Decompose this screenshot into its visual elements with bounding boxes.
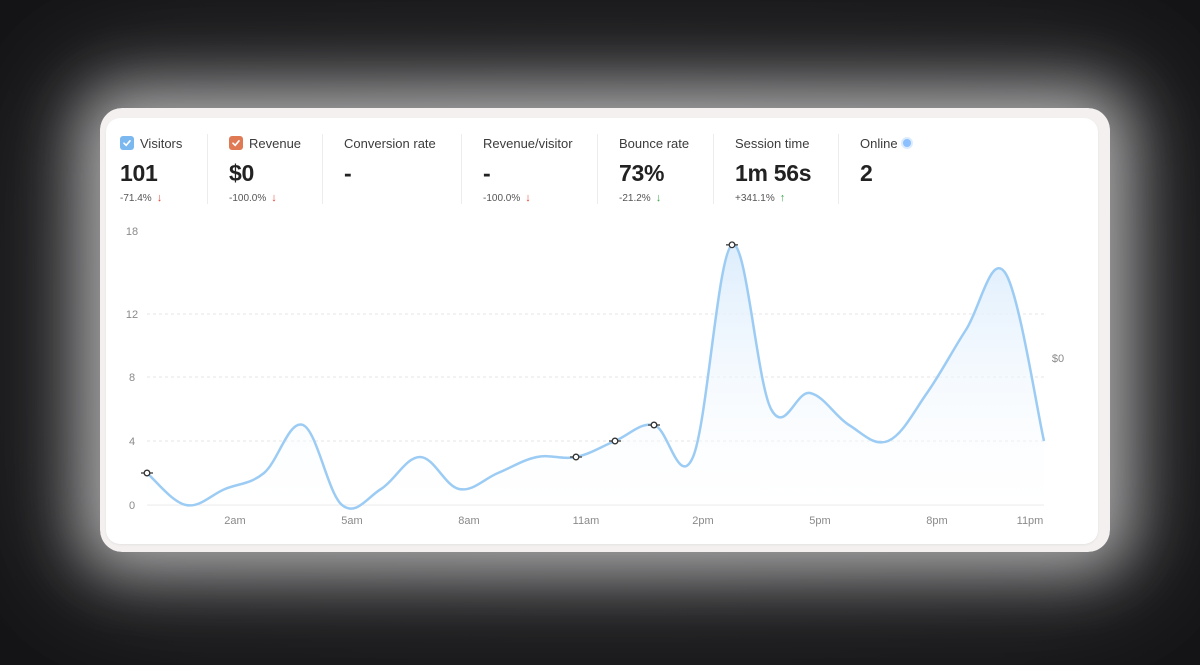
data-point-marker: [728, 241, 736, 249]
stat-change: -21.2%: [619, 192, 651, 204]
x-tick-label: 2am: [224, 515, 245, 527]
stat-label: Visitors: [140, 135, 183, 151]
x-tick-label: 8pm: [926, 515, 947, 527]
x-tick-label: 5pm: [809, 515, 830, 527]
checkbox-icon[interactable]: [120, 136, 134, 150]
stat-conversion-rate[interactable]: Conversion rate -: [344, 134, 436, 206]
stat-label: Bounce rate: [619, 135, 690, 151]
stat-label: Session time: [735, 135, 810, 151]
stat-label: Revenue: [249, 135, 302, 151]
arrow-down-icon: ↓: [156, 192, 163, 204]
stat-value: 2: [860, 160, 873, 186]
divider: [838, 134, 839, 204]
x-tick-label: 8am: [458, 515, 479, 527]
analytics-card: Visitors 101 -71.4% ↓ Revenue $0 -100.0% ↓…: [106, 118, 1098, 544]
stat-change: +341.1%: [735, 192, 775, 204]
stat-revenue[interactable]: Revenue $0 -100.0% ↓: [229, 134, 301, 206]
divider: [461, 134, 462, 204]
stat-visitors[interactable]: Visitors 101 -71.4% ↓: [120, 134, 182, 206]
revenue-axis-label: $0: [1052, 353, 1064, 365]
x-tick-label: 2pm: [692, 515, 713, 527]
stat-value: $0: [229, 160, 254, 186]
stat-change: -100.0%: [483, 192, 521, 204]
arrow-down-icon: ↓: [655, 192, 662, 204]
x-tick-label: 11am: [573, 515, 600, 527]
visitors-area: [147, 244, 1044, 509]
divider: [322, 134, 323, 204]
y-tick-label: 4: [129, 436, 135, 448]
y-tick-label: 8: [129, 372, 135, 384]
data-point-marker: [572, 453, 580, 461]
x-tick-label: 5am: [341, 515, 362, 527]
divider: [713, 134, 714, 204]
stat-change: -71.4%: [120, 192, 152, 204]
stats-row: Visitors 101 -71.4% ↓ Revenue $0 -100.0% ↓…: [106, 118, 1098, 208]
stat-label: Conversion rate: [344, 135, 436, 151]
stat-value: -: [344, 160, 352, 186]
arrow-up-icon: ↑: [779, 192, 786, 204]
stat-bounce-rate[interactable]: Bounce rate 73% -21.2% ↓: [619, 134, 689, 206]
data-point-marker: [611, 437, 619, 445]
arrow-down-icon: ↓: [525, 192, 531, 204]
visitors-chart[interactable]: 0 4 8 12 18 2am 5am 8am 11am 2pm 5pm 8pm 11pm $0: [106, 118, 1098, 544]
stat-label: Revenue/visitor: [483, 135, 573, 151]
stat-revenue-per-visitor[interactable]: Revenue/visitor - -100.0% ↓: [483, 134, 573, 206]
stat-value: 73%: [619, 160, 665, 186]
y-tick-label: 12: [126, 309, 138, 321]
stat-value: -: [483, 160, 491, 186]
arrow-down-icon: ↓: [271, 192, 277, 204]
data-point-marker: [143, 469, 151, 477]
stat-label: Online: [860, 135, 898, 151]
stat-value: 101: [120, 160, 158, 186]
stat-value: 1m 56s: [735, 160, 812, 186]
x-tick-label: 11pm: [1017, 515, 1044, 527]
checkbox-icon[interactable]: [229, 136, 243, 150]
y-tick-label: 0: [129, 500, 135, 512]
stat-change: -100.0%: [229, 192, 267, 204]
stat-session-time[interactable]: Session time 1m 56s +341.1% ↑: [735, 134, 812, 206]
data-point-marker: [650, 421, 658, 429]
y-tick-label: 18: [126, 226, 138, 238]
stat-online[interactable]: Online 2: [860, 134, 911, 206]
divider: [207, 134, 208, 204]
online-dot-icon: [902, 139, 911, 147]
divider: [597, 134, 598, 204]
